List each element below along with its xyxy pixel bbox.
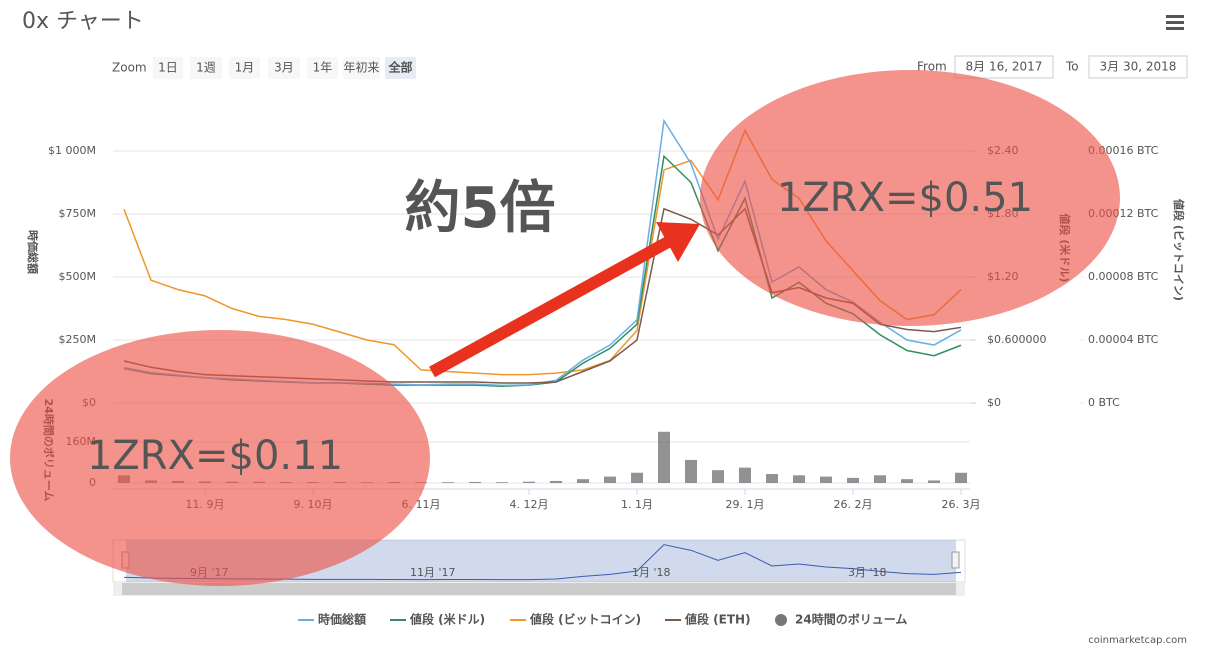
arrow-head [656, 222, 700, 262]
to-label: To [1065, 60, 1079, 74]
legend-label: 24時間のボリューム [795, 612, 907, 627]
y-tick-label: $500M [59, 270, 97, 283]
y-axis-title: 時価総額 [26, 230, 40, 274]
to-input[interactable] [1088, 55, 1188, 79]
volume-bar [739, 467, 751, 483]
volume-bar [550, 480, 562, 483]
highlight-oval [700, 70, 1120, 326]
volume-bar [712, 470, 724, 483]
legend-label: 値段 (ETH) [684, 612, 751, 627]
y3-tick-label: 0.00008 BTC [1088, 270, 1159, 283]
x-tick-label: 4. 12月 [510, 498, 549, 511]
volume-bar [523, 481, 535, 483]
zoom-button[interactable] [385, 57, 416, 79]
volume-bar [955, 472, 967, 483]
volume-bar [685, 459, 697, 483]
navigator-label: 1月 '18 [632, 566, 671, 579]
zoom-button-label: 1月 [235, 61, 255, 75]
y-tick-label: $250M [59, 333, 97, 346]
highlight-oval [10, 330, 430, 586]
navigator-label: 3月 '18 [848, 566, 887, 579]
y-tick-label: $1 000M [48, 144, 96, 157]
from-label: From [917, 60, 947, 74]
annotation: 1ZRX=$0.51 [777, 175, 1033, 221]
y-tick-label: $750M [59, 207, 97, 220]
zoom-button-label: 全部 [387, 60, 412, 75]
volume-bar [766, 474, 778, 483]
legend-symbol [775, 614, 787, 626]
volume-bar [928, 480, 940, 483]
volume-bar [442, 482, 454, 483]
zoom-button[interactable] [343, 57, 380, 79]
y3-tick-label: 0.00004 BTC [1088, 333, 1159, 346]
zoom-button-label: 1週 [196, 61, 216, 75]
volume-bar [496, 482, 508, 483]
menu-icon[interactable] [1166, 15, 1184, 30]
scrollbar-thumb[interactable] [122, 583, 956, 595]
zoom-button-label: 1年 [313, 61, 333, 75]
credit: coinmarketcap.com [1088, 635, 1187, 646]
legend-label: 時価総額 [318, 612, 366, 627]
navigator-handle[interactable] [951, 551, 960, 569]
navigator-label: 11月 '17 [410, 566, 456, 579]
page-title: 0x チャート [22, 9, 144, 34]
zoom-button[interactable] [268, 57, 300, 79]
zoom-button-label: 年初来 [343, 61, 379, 75]
x-tick-label: 29. 1月 [726, 498, 765, 511]
arrow-shaft [429, 236, 671, 378]
volume-bar [658, 431, 670, 483]
x-tick-label: 1. 1月 [621, 498, 653, 511]
volume-bar [820, 476, 832, 483]
zoom-button[interactable] [229, 57, 260, 79]
annotation: 約5倍 [405, 176, 556, 241]
y3-axis-title: 値段 (ビットコイン) [1172, 198, 1186, 301]
volume-bar [604, 476, 616, 483]
annotation: 1ZRX=$0.11 [87, 433, 343, 479]
x-tick-label: 26. 2月 [834, 498, 873, 511]
zoom-button[interactable] [153, 57, 183, 79]
y3-tick-label: 0 BTC [1088, 396, 1120, 409]
volume-bar [631, 472, 643, 483]
volume-bar [874, 475, 886, 483]
x-tick-label: 26. 3月 [942, 498, 981, 511]
zoom-button[interactable] [307, 57, 338, 79]
volume-bar [793, 475, 805, 483]
legend-label: 値段 (ビットコイン) [529, 612, 641, 627]
to-date: 3月 30, 2018 [1100, 60, 1177, 74]
zoom-button[interactable] [190, 57, 222, 79]
volume-bar [901, 479, 913, 483]
y2-tick-label: $0 [987, 396, 1001, 409]
zoom-label: Zoom [112, 61, 147, 75]
volume-bar [469, 481, 481, 483]
zoom-button-label: 1日 [158, 61, 178, 75]
from-date: 8月 16, 2017 [966, 60, 1043, 74]
volume-bar [847, 477, 859, 483]
from-input[interactable] [954, 55, 1054, 79]
legend-label: 値段 (米ドル) [409, 612, 485, 627]
zoom-button-label: 3月 [274, 61, 294, 75]
volume-bar [577, 479, 589, 483]
y2-tick-label: $0.600000 [987, 333, 1047, 346]
